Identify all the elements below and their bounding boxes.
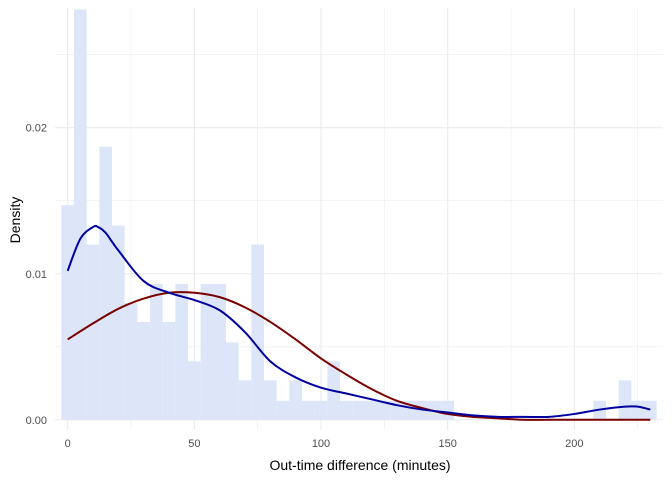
histogram-bar xyxy=(86,244,100,420)
histogram-bar xyxy=(618,380,632,420)
histogram-bar xyxy=(264,380,277,420)
histogram-bar xyxy=(302,400,315,420)
histogram-bar xyxy=(99,146,112,420)
histogram-bar xyxy=(162,321,176,420)
histogram-bar xyxy=(631,400,644,420)
histogram-bar xyxy=(150,283,163,420)
y-tick-label: 0.01 xyxy=(26,269,47,281)
histogram-bar xyxy=(188,361,201,420)
histogram-bar xyxy=(61,205,74,420)
histogram-bar xyxy=(378,400,391,420)
histogram-bar xyxy=(226,342,239,420)
y-axis-ticks: 0.00 0.01 0.02 xyxy=(26,123,47,427)
histogram-bar xyxy=(289,380,302,420)
histogram-bar xyxy=(352,400,366,420)
histogram-bar xyxy=(441,400,454,420)
histogram-bar xyxy=(276,400,290,420)
x-tick-label: 200 xyxy=(565,438,583,450)
x-axis-title: Out-time difference (minutes) xyxy=(269,457,450,473)
x-tick-label: 0 xyxy=(65,438,71,450)
histogram-bar xyxy=(112,225,125,420)
x-tick-label: 150 xyxy=(438,438,456,450)
histogram-bar xyxy=(365,400,378,420)
y-tick-label: 0.02 xyxy=(26,123,47,135)
histogram-bar xyxy=(238,380,252,420)
histogram-bar xyxy=(251,244,264,420)
histogram-bar xyxy=(175,283,188,420)
x-tick-label: 50 xyxy=(188,438,200,450)
histogram-bar xyxy=(124,302,138,420)
x-tick-label: 100 xyxy=(312,438,330,450)
histogram-bars xyxy=(61,9,657,420)
empirical-density-line xyxy=(66,224,651,419)
histogram-bar xyxy=(340,400,353,420)
histogram-bar xyxy=(137,321,150,420)
x-axis-ticks: 0 50 100 150 200 xyxy=(65,438,584,450)
histogram-bar xyxy=(213,283,226,420)
histogram-bar xyxy=(644,400,657,420)
density-curves xyxy=(66,224,651,421)
y-axis-title: Density xyxy=(7,197,23,244)
histogram-bar xyxy=(74,9,87,420)
histogram-bar xyxy=(200,283,214,420)
y-tick-label: 0.00 xyxy=(26,415,47,427)
histogram-bar xyxy=(314,400,328,420)
